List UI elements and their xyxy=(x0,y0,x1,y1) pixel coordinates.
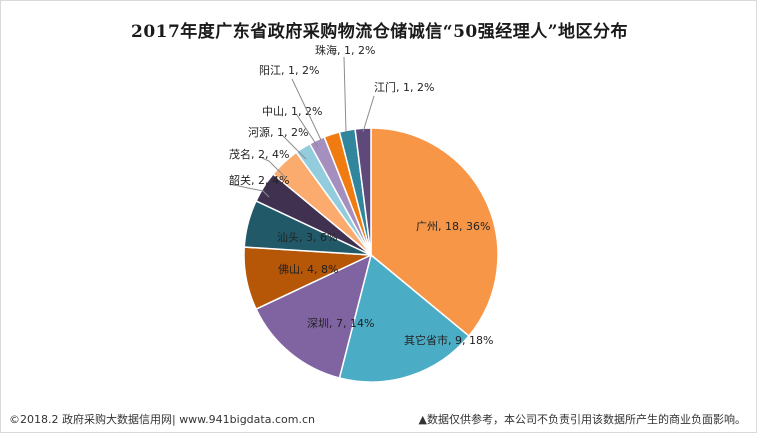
data-label-汕头: 汕头, 3, 6% xyxy=(277,231,337,244)
leader-line-河源 xyxy=(282,135,307,160)
pie-slice-江门 xyxy=(354,127,372,256)
data-label-深圳: 深圳, 7, 14% xyxy=(307,317,374,330)
data-label-河源: 河源, 1, 2% xyxy=(248,125,308,139)
pie-slice-深圳 xyxy=(255,253,373,379)
leader-line-珠海 xyxy=(343,56,347,133)
data-label-佛山: 佛山, 4, 8% xyxy=(278,263,338,276)
leader-line-韶关 xyxy=(228,183,270,198)
data-label-珠海: 珠海, 1, 2% xyxy=(315,43,375,57)
leader-line-茂名 xyxy=(261,157,287,179)
data-label-韶关: 韶关, 2, 4% xyxy=(229,173,289,187)
data-label-江门: 江门, 1, 2% xyxy=(374,80,434,94)
chart-title: 2017年度广东省政府采购物流仓储诚信“50强经理人”地区分布 xyxy=(130,22,629,42)
data-label-茂名: 茂名, 2, 4% xyxy=(229,147,289,161)
data-label-中山: 中山, 1, 2% xyxy=(262,105,322,118)
leader-line-江门 xyxy=(362,95,375,133)
pie-slice-广州 xyxy=(370,127,499,338)
data-label-阳江: 阳江, 1, 2% xyxy=(259,64,319,77)
pie-slice-其它省市 xyxy=(338,253,470,383)
footer-disclaimer: ▲数据仅供参考，本公司不负责引用该数据所产生的商业负面影响。 xyxy=(418,413,746,426)
footer-copyright: ©2018.2 政府采购大数据信用网| www.941bigdata.com.c… xyxy=(9,413,315,426)
leader-line-中山 xyxy=(296,114,319,148)
data-label-其它省市: 其它省市, 9, 18% xyxy=(404,333,493,347)
leader-line-阳江 xyxy=(291,78,322,141)
data-label-广州: 广州, 18, 36% xyxy=(416,220,490,233)
